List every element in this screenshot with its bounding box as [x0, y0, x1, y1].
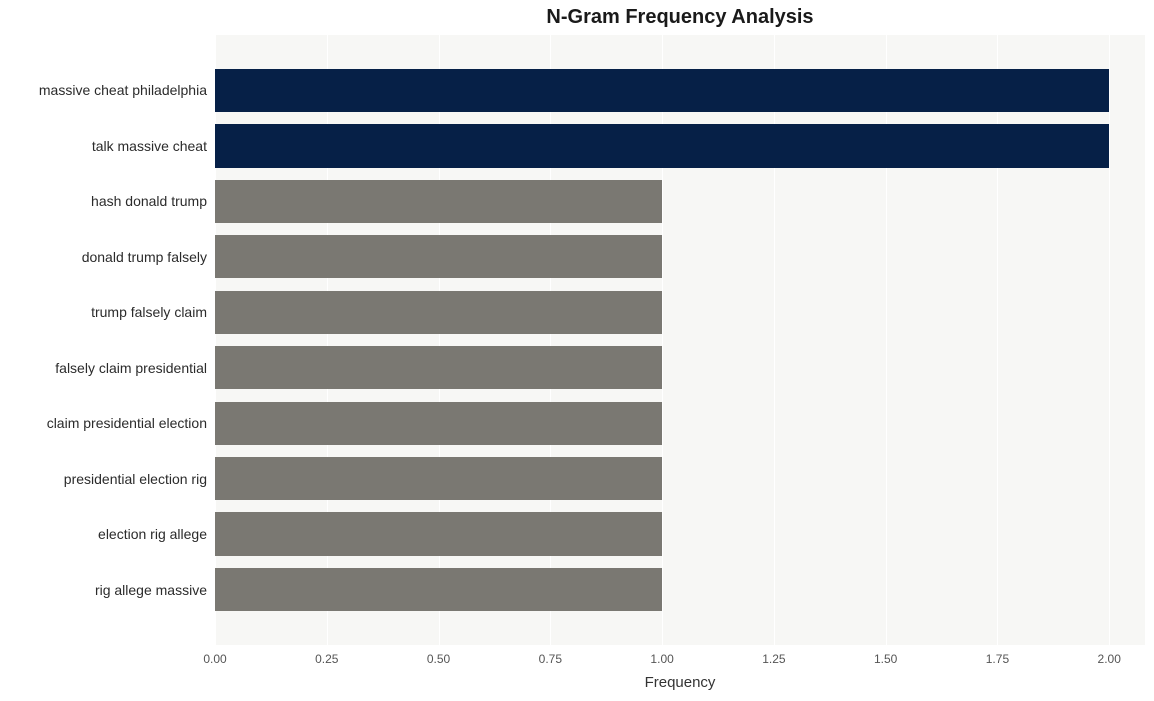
- bar: [215, 180, 662, 223]
- x-tick-label: 0.50: [427, 652, 450, 666]
- x-tick-label: 1.50: [874, 652, 897, 666]
- y-axis-labels: massive cheat philadelphia talk massive c…: [0, 35, 207, 645]
- x-tick-label: 0.75: [539, 652, 562, 666]
- x-axis-title: Frequency: [645, 674, 716, 691]
- y-tick-label: falsely claim presidential: [0, 360, 207, 376]
- x-tick-label: 0.25: [315, 652, 338, 666]
- y-tick-label: hash donald trump: [0, 193, 207, 209]
- bar: [215, 402, 662, 445]
- y-tick-label: trump falsely claim: [0, 304, 207, 320]
- x-tick-label: 1.75: [986, 652, 1009, 666]
- y-tick-label: rig allege massive: [0, 582, 207, 598]
- x-tick-label: 1.00: [650, 652, 673, 666]
- bar: [215, 69, 1109, 112]
- bar: [215, 291, 662, 334]
- bar: [215, 124, 1109, 167]
- y-tick-label: presidential election rig: [0, 471, 207, 487]
- x-tick-label: 1.25: [762, 652, 785, 666]
- chart-title: N-Gram Frequency Analysis: [546, 6, 813, 29]
- bar: [215, 346, 662, 389]
- y-tick-label: donald trump falsely: [0, 249, 207, 265]
- y-tick-label: massive cheat philadelphia: [0, 82, 207, 98]
- y-tick-label: claim presidential election: [0, 415, 207, 431]
- gridline: [1109, 35, 1110, 645]
- y-tick-label: talk massive cheat: [0, 138, 207, 154]
- bar: [215, 512, 662, 555]
- plot-area: [215, 35, 1145, 645]
- y-tick-label: election rig allege: [0, 526, 207, 542]
- x-tick-label: 2.00: [1098, 652, 1121, 666]
- bar: [215, 568, 662, 611]
- bar: [215, 457, 662, 500]
- x-tick-label: 0.00: [203, 652, 226, 666]
- bar: [215, 235, 662, 278]
